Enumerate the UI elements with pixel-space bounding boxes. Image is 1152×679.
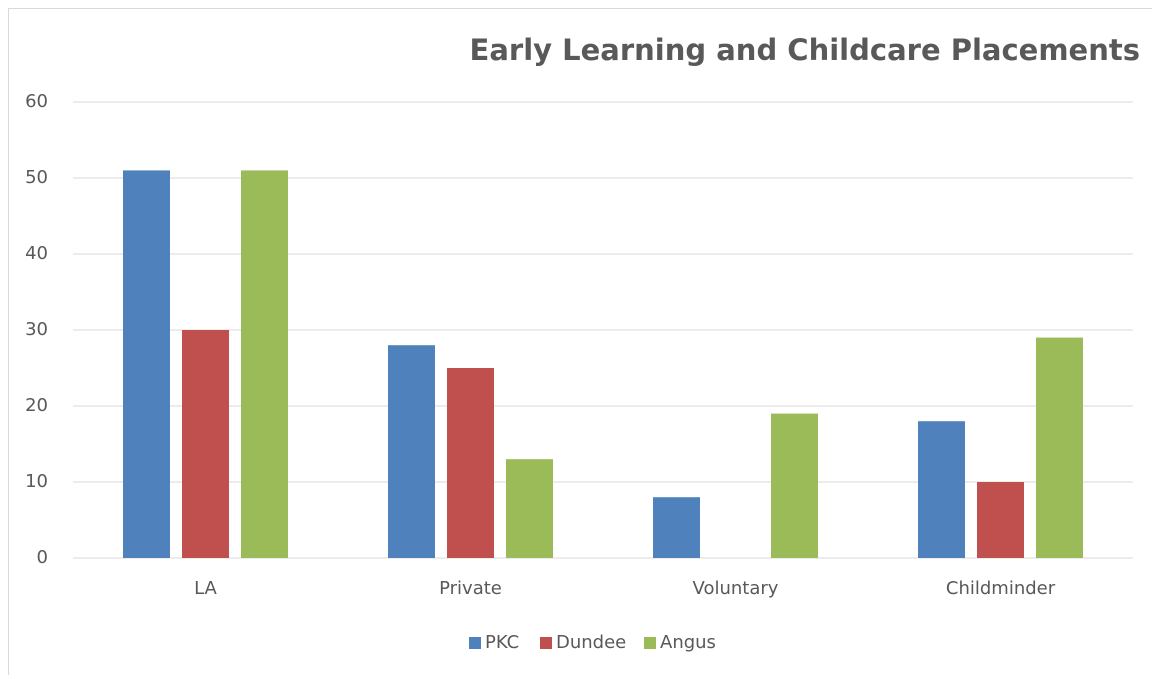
y-tick-label: 0: [37, 547, 48, 568]
x-tick-label: Childminder: [946, 578, 1056, 599]
bar: [447, 368, 494, 558]
y-tick-label: 40: [25, 243, 48, 264]
legend-label: Dundee: [556, 632, 626, 653]
chart-title: Early Learning and Childcare Placements: [470, 33, 1140, 67]
bar: [918, 421, 965, 558]
bar: [977, 482, 1024, 558]
bar: [1036, 338, 1083, 558]
bar: [653, 497, 700, 558]
x-tick-label: LA: [194, 578, 217, 599]
bar: [506, 459, 553, 558]
y-tick-label: 10: [25, 471, 48, 492]
bar: [388, 345, 435, 558]
legend-label: Angus: [660, 632, 716, 653]
legend-swatch: [644, 637, 656, 649]
y-tick-label: 60: [25, 91, 48, 112]
x-tick-label: Private: [439, 578, 502, 599]
y-tick-label: 20: [25, 395, 48, 416]
bar: [182, 330, 229, 558]
y-tick-label: 50: [25, 167, 48, 188]
legend-swatch: [540, 637, 552, 649]
bar: [241, 170, 288, 558]
chart-frame: [9, 9, 1152, 676]
legend-swatch: [469, 637, 481, 649]
x-tick-label: Voluntary: [693, 578, 779, 599]
y-tick-label: 30: [25, 319, 48, 340]
legend-label: PKC: [485, 632, 519, 653]
bar: [123, 170, 170, 558]
bar: [771, 414, 818, 558]
